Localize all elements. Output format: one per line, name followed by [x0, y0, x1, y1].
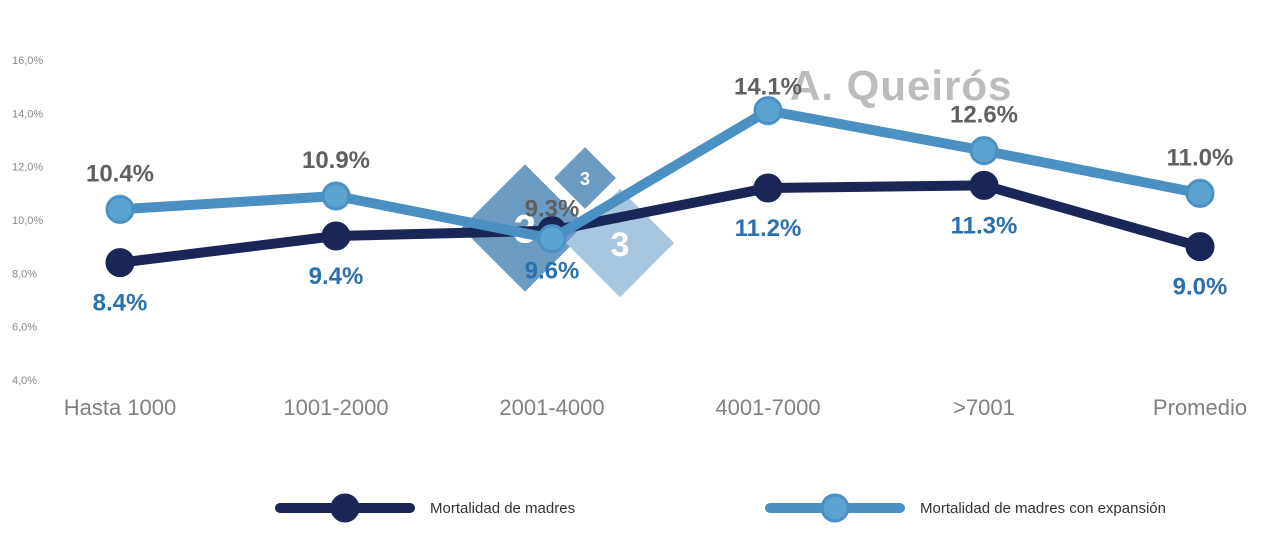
svg-text:3: 3: [611, 226, 630, 264]
marker-dark: [107, 250, 133, 276]
marker-light: [323, 183, 349, 209]
chart-container: 333A. Queirós4,0%6,0%8,0%10,0%12,0%14,0%…: [0, 0, 1280, 539]
svg-text:3: 3: [580, 169, 590, 189]
marker-light: [971, 138, 997, 164]
y-tick-label: 10,0%: [12, 215, 43, 227]
data-label-light: 9.3%: [525, 196, 580, 223]
legend-marker: [332, 495, 358, 521]
y-tick-label: 4,0%: [12, 375, 37, 387]
y-tick-label: 16,0%: [12, 55, 43, 67]
x-tick-label: >7001: [953, 395, 1015, 420]
data-label-dark: 9.6%: [525, 258, 580, 285]
data-label-dark: 11.2%: [735, 215, 802, 242]
data-label-light: 10.9%: [302, 147, 370, 174]
marker-light: [1187, 180, 1213, 206]
marker-light: [755, 98, 781, 124]
legend-marker: [822, 495, 848, 521]
y-tick-label: 14,0%: [12, 108, 43, 120]
x-tick-label: Hasta 1000: [64, 395, 177, 420]
marker-light: [539, 226, 565, 252]
x-tick-label: Promedio: [1153, 395, 1247, 420]
legend-label: Mortalidad de madres con expansión: [920, 500, 1166, 517]
data-label-dark: 11.3%: [951, 212, 1018, 239]
marker-dark: [755, 175, 781, 201]
x-tick-label: 1001-2000: [283, 395, 388, 420]
legend-label: Mortalidad de madres: [430, 500, 575, 517]
data-label-light: 12.6%: [950, 102, 1018, 129]
y-tick-label: 8,0%: [12, 268, 37, 280]
marker-dark: [323, 223, 349, 249]
marker-dark: [1187, 234, 1213, 260]
x-tick-label: 2001-4000: [499, 395, 604, 420]
data-label-dark: 9.0%: [1173, 274, 1228, 301]
data-label-dark: 8.4%: [93, 290, 148, 317]
line-chart: 333A. Queirós4,0%6,0%8,0%10,0%12,0%14,0%…: [0, 0, 1280, 539]
data-label-light: 10.4%: [86, 160, 154, 187]
data-label-light: 14.1%: [734, 74, 802, 101]
x-tick-label: 4001-7000: [715, 395, 820, 420]
marker-light: [107, 196, 133, 222]
series-line-light: [120, 111, 1200, 239]
marker-dark: [971, 172, 997, 198]
data-label-light: 11.0%: [1167, 144, 1234, 171]
y-tick-label: 12,0%: [12, 162, 43, 174]
data-label-dark: 9.4%: [309, 263, 364, 290]
y-tick-label: 6,0%: [12, 322, 37, 334]
